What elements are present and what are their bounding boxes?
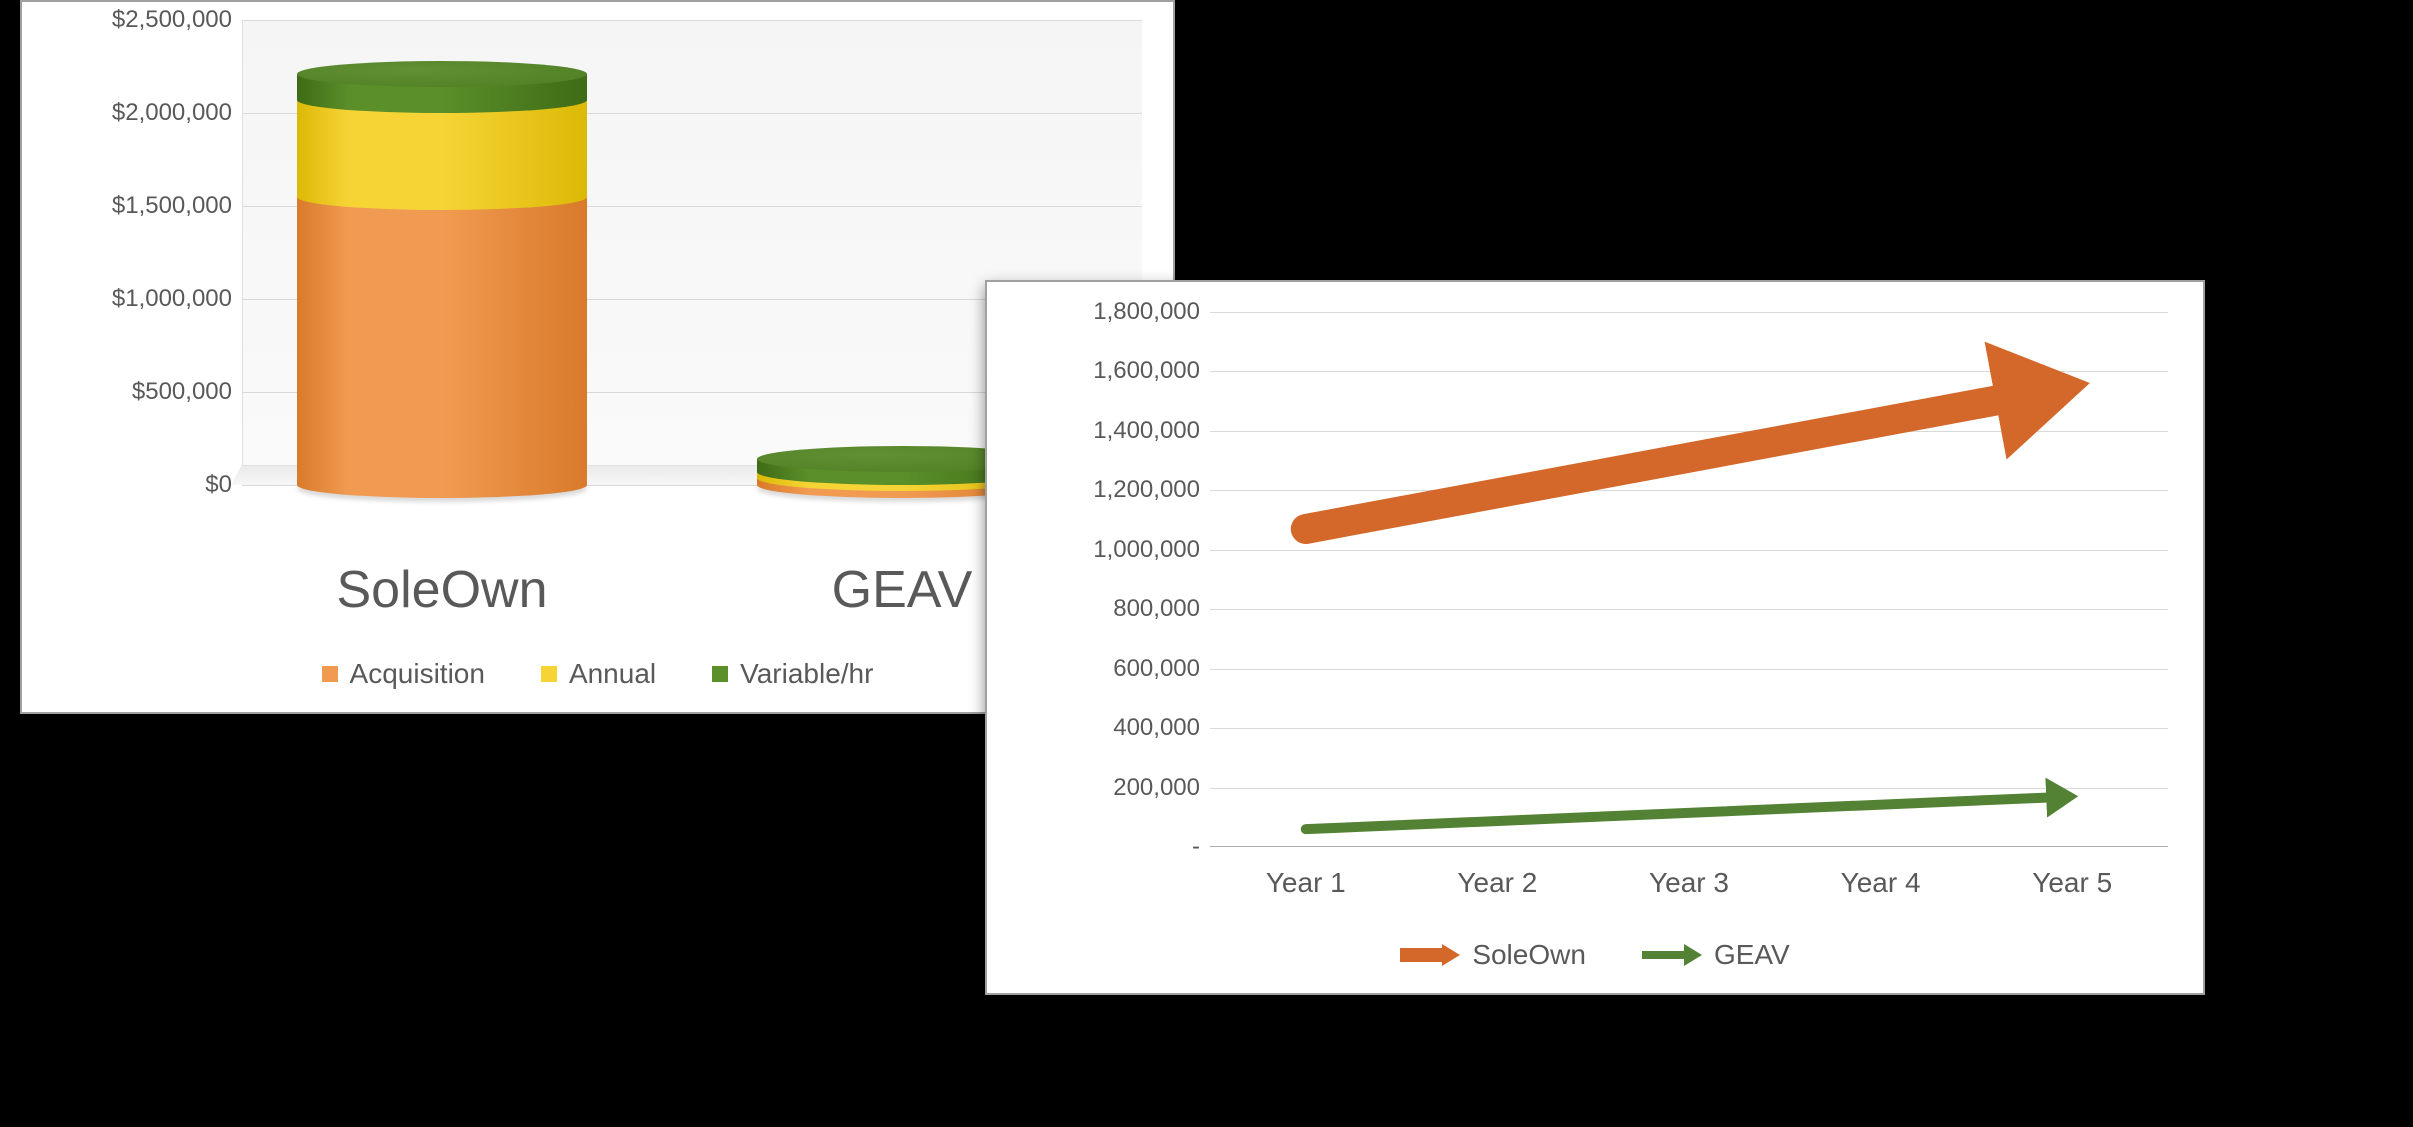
legend-swatch	[541, 666, 557, 682]
legend-label: Variable/hr	[740, 658, 873, 690]
legend-arrow-swatch	[1400, 946, 1460, 964]
legend-arrow-swatch	[1642, 946, 1702, 964]
chart2-ytick: 400,000	[1040, 714, 1200, 742]
chart2-y-axis: -200,000400,000600,000800,0001,000,0001,…	[1035, 312, 1200, 847]
chart2-panel: - 200,000 400,000 600,000 800,000 1,000,000 1,…	[985, 280, 2205, 995]
chart1-ytick: $500,000	[72, 378, 232, 406]
chart2-category-label: Year 4	[1841, 867, 1921, 899]
chart2-category-label: Year 1	[1266, 867, 1346, 899]
chart1-ytick: $0	[72, 471, 232, 499]
chart1-category-label: SoleOwn	[262, 560, 622, 620]
cylinder-top-cap	[297, 61, 587, 87]
chart2-ytick: 800,000	[1040, 595, 1200, 623]
chart2-ytick: 1,000,000	[1040, 536, 1200, 564]
chart1-legend-item: Variable/hr	[712, 658, 873, 690]
chart2-category-label: Year 5	[2032, 867, 2112, 899]
chart2-svg	[1210, 312, 2168, 847]
chart2-ytick: 600,000	[1040, 655, 1200, 683]
chart2-ytick: 1,400,000	[1040, 417, 1200, 445]
chart1-legend-item: Annual	[541, 658, 656, 690]
chart1-plot-area: $0 $500,000 $1,000,000 $1,500,000 $2,000,000…	[72, 20, 1142, 505]
legend-swatch	[712, 666, 728, 682]
chart2-plot-area: -200,000400,000600,000800,0001,000,0001,…	[1035, 312, 2170, 847]
cylinder-slice-bottom	[297, 472, 587, 498]
cylinder-slice-annual	[297, 100, 587, 197]
chart2-series-line-geav	[1306, 797, 2058, 829]
chart2-ytick: 1,800,000	[1040, 298, 1200, 326]
chart2-legend-item: SoleOwn	[1400, 939, 1586, 971]
legend-label: GEAV	[1714, 939, 1790, 971]
legend-swatch	[322, 666, 338, 682]
cylinder-slice-bottom	[297, 87, 587, 113]
chart2-baseline	[1210, 846, 2168, 847]
chart1-ytick: $1,000,000	[72, 285, 232, 313]
chart1-cylinder-SoleOwn	[297, 20, 587, 485]
chart1-ytick: $2,000,000	[72, 99, 232, 127]
chart2-legend: SoleOwn GEAV	[987, 939, 2203, 971]
chart1-ytick: $2,500,000	[72, 6, 232, 34]
chart2-ytick: 1,200,000	[1040, 476, 1200, 504]
cylinder-slice-acquisition	[297, 197, 587, 485]
legend-label: SoleOwn	[1472, 939, 1586, 971]
chart2-ytick: 200,000	[1040, 774, 1200, 802]
legend-label: Annual	[569, 658, 656, 690]
chart1-legend-item: Acquisition	[322, 658, 485, 690]
chart2-ytick: -	[1040, 833, 1200, 861]
chart2-category-label: Year 2	[1457, 867, 1537, 899]
chart2-ytick: 1,600,000	[1040, 357, 1200, 385]
legend-label: Acquisition	[350, 658, 485, 690]
cylinder-slice-bottom	[297, 184, 587, 210]
chart2-legend-item: GEAV	[1642, 939, 1790, 971]
chart2-category-label: Year 3	[1649, 867, 1729, 899]
chart2-series-line-soleown	[1306, 394, 2031, 529]
chart1-ytick: $1,500,000	[72, 192, 232, 220]
chart2-grid-area: Year 1Year 2Year 3Year 4Year 5	[1210, 312, 2168, 847]
